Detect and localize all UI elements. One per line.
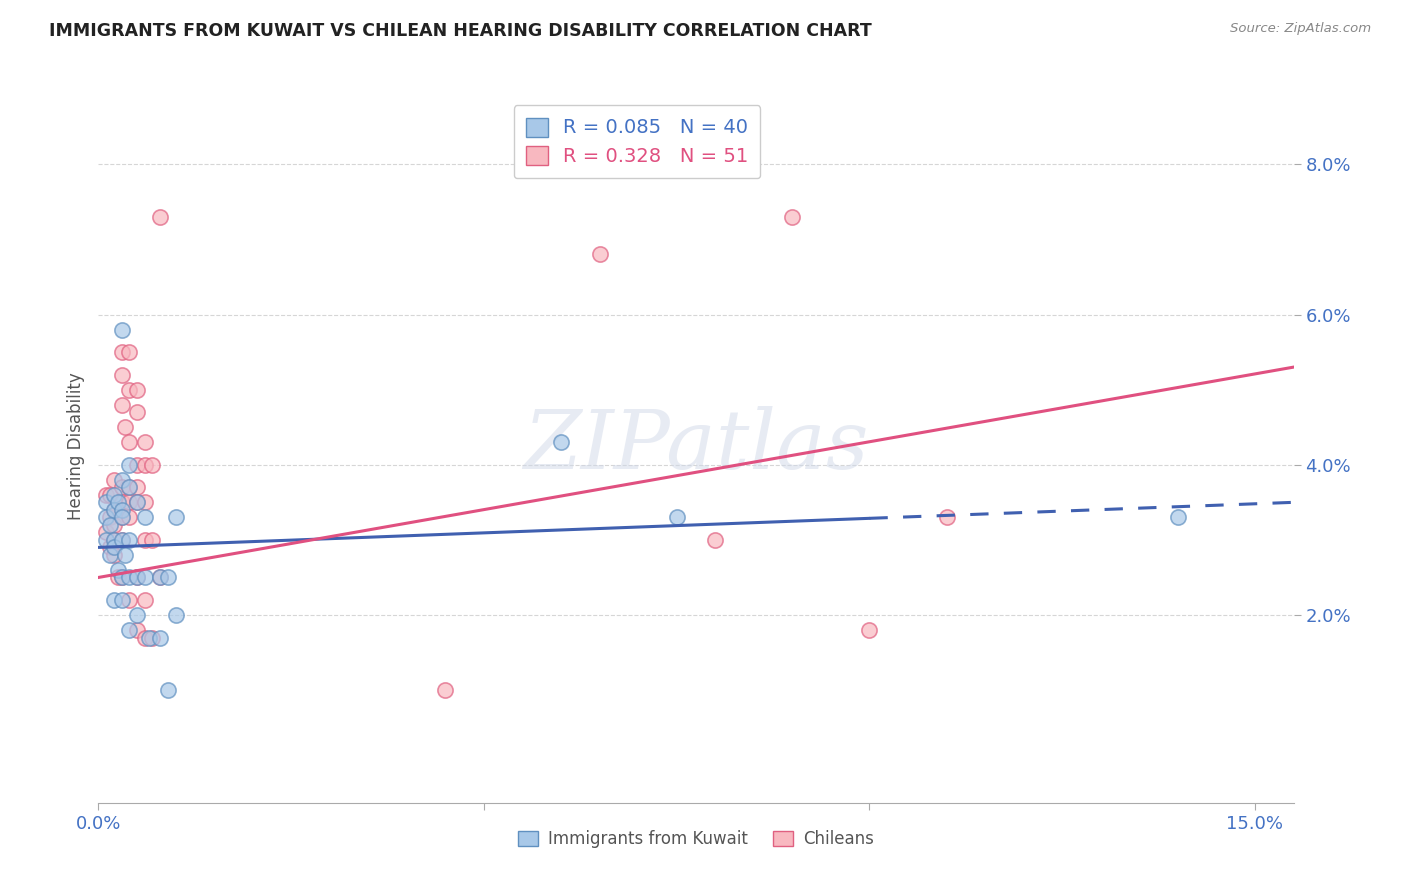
Point [110, 398, 132, 412]
Point [103, 488, 125, 502]
Point [94, 525, 117, 540]
Point [118, 383, 141, 397]
Point [118, 623, 141, 637]
Point [103, 548, 125, 562]
Point [125, 383, 148, 397]
Point [118, 593, 141, 607]
Point [165, 607, 187, 622]
Point [165, 510, 187, 524]
Point [110, 473, 132, 487]
Point [110, 510, 132, 524]
Point [125, 570, 148, 584]
Point [118, 533, 141, 547]
Point [125, 623, 148, 637]
Point [98, 541, 121, 555]
Point [110, 533, 132, 547]
Point [110, 510, 132, 524]
Point [118, 570, 141, 584]
Point [134, 593, 156, 607]
Point [118, 480, 141, 494]
Point [782, 210, 804, 224]
Point [118, 480, 141, 494]
Point [110, 593, 132, 607]
Point [98, 510, 121, 524]
Point [141, 458, 163, 472]
Text: ZIPatlas: ZIPatlas [523, 406, 869, 486]
Point [103, 533, 125, 547]
Point [110, 503, 132, 517]
Point [110, 533, 132, 547]
Point [118, 495, 141, 509]
Point [134, 435, 156, 450]
Point [110, 570, 132, 584]
Point [125, 458, 148, 472]
Point [94, 495, 117, 509]
Point [114, 420, 136, 434]
Point [103, 517, 125, 532]
Point [103, 593, 125, 607]
Point [94, 488, 117, 502]
Point [156, 683, 179, 698]
Point [434, 683, 457, 698]
Point [98, 517, 121, 532]
Point [110, 368, 132, 382]
Point [103, 541, 125, 555]
Point [103, 533, 125, 547]
Point [103, 503, 125, 517]
Point [118, 458, 141, 472]
Point [98, 548, 121, 562]
Point [107, 495, 129, 509]
Point [118, 345, 141, 359]
Point [110, 480, 132, 494]
Point [134, 510, 156, 524]
Point [149, 210, 172, 224]
Point [103, 503, 125, 517]
Point [134, 631, 156, 645]
Point [156, 570, 179, 584]
Point [125, 405, 148, 419]
Point [118, 510, 141, 524]
Point [98, 488, 121, 502]
Point [134, 495, 156, 509]
Point [94, 533, 117, 547]
Point [134, 533, 156, 547]
Point [149, 631, 172, 645]
Point [588, 247, 610, 261]
Point [149, 570, 172, 584]
Point [107, 563, 129, 577]
Point [858, 623, 880, 637]
Point [935, 510, 957, 524]
Point [141, 631, 163, 645]
Point [118, 435, 141, 450]
Point [125, 495, 148, 509]
Point [125, 480, 148, 494]
Point [125, 607, 148, 622]
Point [138, 631, 160, 645]
Text: Source: ZipAtlas.com: Source: ZipAtlas.com [1230, 22, 1371, 36]
Point [107, 570, 129, 584]
Point [110, 345, 132, 359]
Point [550, 435, 572, 450]
Point [1167, 510, 1189, 524]
Point [94, 510, 117, 524]
Point [704, 533, 727, 547]
Point [134, 570, 156, 584]
Text: IMMIGRANTS FROM KUWAIT VS CHILEAN HEARING DISABILITY CORRELATION CHART: IMMIGRANTS FROM KUWAIT VS CHILEAN HEARIN… [49, 22, 872, 40]
Point [125, 570, 148, 584]
Legend: Immigrants from Kuwait, Chileans: Immigrants from Kuwait, Chileans [512, 824, 880, 855]
Point [110, 495, 132, 509]
Point [103, 473, 125, 487]
Point [110, 570, 132, 584]
Point [114, 548, 136, 562]
Point [134, 458, 156, 472]
Point [665, 510, 688, 524]
Y-axis label: Hearing Disability: Hearing Disability [66, 372, 84, 520]
Point [141, 533, 163, 547]
Point [110, 322, 132, 336]
Point [149, 570, 172, 584]
Point [125, 495, 148, 509]
